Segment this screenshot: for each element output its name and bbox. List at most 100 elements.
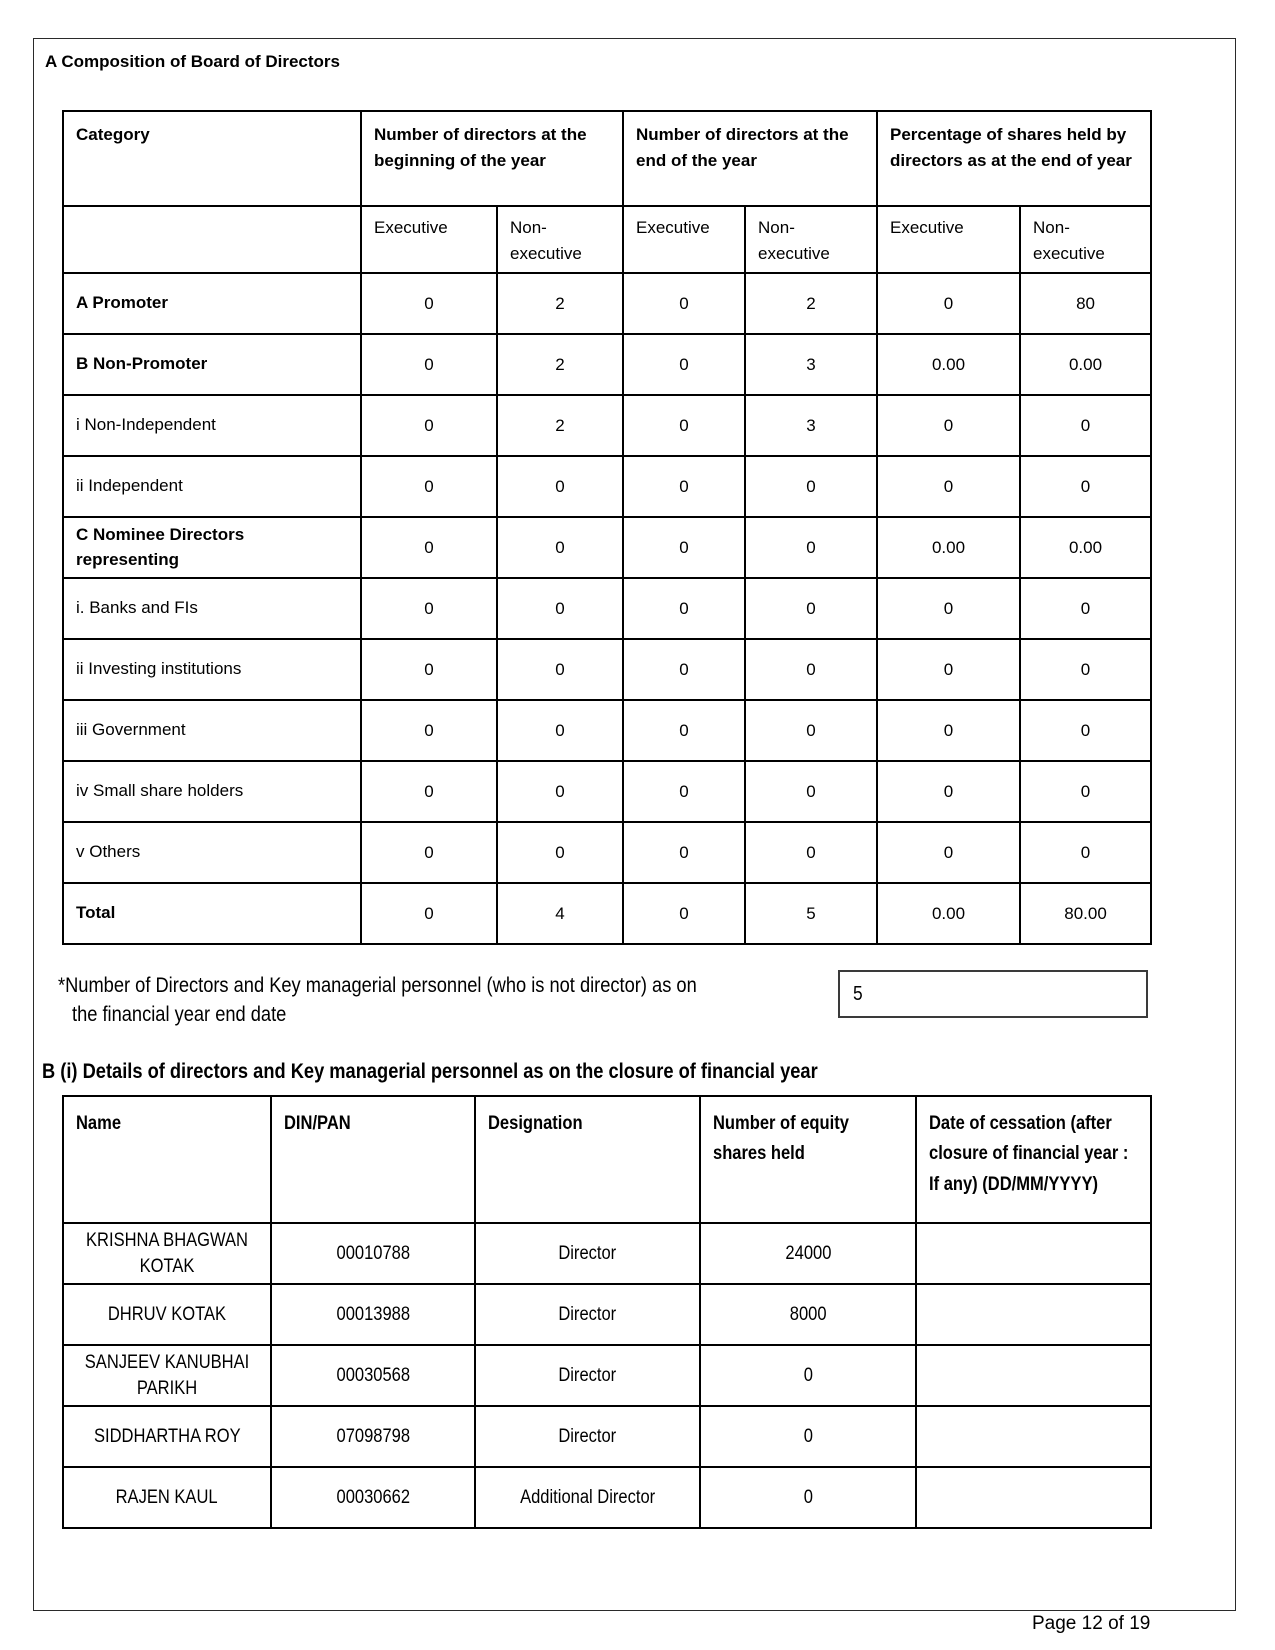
value-cell: 0: [1019, 394, 1153, 457]
section-b-title: B (i) Details of directors and Key manag…: [42, 1060, 934, 1084]
page-number: Page 12 of 19: [1032, 1613, 1151, 1634]
director-name-cell: KRISHNA BHAGWAN KOTAK: [62, 1222, 272, 1285]
executive-subheader: Executive: [622, 205, 747, 274]
value-cell: 0: [876, 272, 1022, 335]
value-cell: 0: [622, 272, 747, 335]
value-cell: 80.00: [1019, 882, 1153, 945]
value-cell: 0: [495, 455, 625, 518]
value-cell: 0: [1019, 455, 1153, 518]
value-cell: 0: [744, 821, 879, 884]
director-din-cell: 00030662: [270, 1466, 476, 1529]
director-name: KRISHNA BHAGWAN KOTAK: [86, 1229, 248, 1277]
value-cell: 0: [744, 516, 879, 579]
designation-header-label: Designation: [488, 1113, 583, 1134]
director-row: SANJEEV KANUBHAI PARIKH 00030568 Directo…: [62, 1344, 1152, 1407]
director-name-cell: SIDDHARTHA ROY: [62, 1405, 272, 1468]
category-label: i. Banks and FIs: [76, 598, 198, 618]
value-cell: 0: [744, 760, 879, 823]
director-din-cell: 07098798: [270, 1405, 476, 1468]
director-cessation-cell: [915, 1344, 1152, 1407]
category-label: i Non-Independent: [76, 415, 216, 435]
director-designation-cell: Director: [474, 1283, 701, 1346]
value-cell: 0: [622, 577, 747, 640]
value-cell: 0: [876, 394, 1022, 457]
kmp-note-line1: *Number of Directors and Key managerial …: [58, 974, 792, 998]
director-row: SIDDHARTHA ROY 07098798 Director 0: [62, 1405, 1152, 1468]
director-din-cell: 00010788: [270, 1222, 476, 1285]
value-cell: 80: [1019, 272, 1153, 335]
value-cell: 0: [744, 577, 879, 640]
director-din: 00010788: [336, 1242, 410, 1264]
value-cell: 0: [876, 455, 1022, 518]
value-cell: 0: [1019, 638, 1153, 701]
value-cell: 3: [744, 333, 879, 396]
value-cell: 0: [622, 455, 747, 518]
value-cell: 0: [1019, 760, 1153, 823]
category-cell: ii Independent: [62, 455, 362, 518]
value-cell: 0: [495, 699, 625, 762]
kmp-note-text: *Number of Directors and Key managerial …: [58, 974, 697, 997]
end-of-year-header: Number of directors at the end of the ye…: [622, 110, 879, 207]
director-name-cell: RAJEN KAUL: [62, 1466, 272, 1529]
header-group-row: Category Number of directors at the begi…: [62, 110, 1153, 207]
category-cell: iii Government: [62, 699, 362, 762]
value-cell: 2: [495, 333, 625, 396]
director-din: 00030662: [336, 1486, 410, 1508]
value-cell: 0: [876, 760, 1022, 823]
director-designation-cell: Director: [474, 1405, 701, 1468]
value-cell: 4: [495, 882, 625, 945]
category-label: v Others: [76, 842, 141, 862]
value-cell: 0: [360, 821, 498, 884]
director-cessation-cell: [915, 1405, 1152, 1468]
name-header: Name: [62, 1095, 272, 1224]
table-row-total: Total 0 4 0 5 0.00 80.00: [62, 882, 1153, 945]
category-cell: i Non-Independent: [62, 394, 362, 457]
percentage-shares-header: Percentage of shares held by directors a…: [876, 110, 1153, 207]
value-cell: 0: [1019, 699, 1153, 762]
value-cell: 0: [622, 394, 747, 457]
value-cell: 0: [744, 699, 879, 762]
value-cell: 0: [876, 577, 1022, 640]
category-label: ii Independent: [76, 476, 183, 496]
director-designation: Director: [558, 1364, 617, 1386]
category-cell: A Promoter: [62, 272, 362, 335]
table-row-non-promoter: B Non-Promoter 0 2 0 3 0.00 0.00: [62, 333, 1153, 396]
director-din: 07098798: [336, 1425, 410, 1447]
value-cell: 0: [360, 638, 498, 701]
category-cell: v Others: [62, 821, 362, 884]
director-din: 00013988: [336, 1303, 410, 1325]
value-cell: 0: [876, 638, 1022, 701]
director-cessation-cell: [915, 1466, 1152, 1529]
director-cessation-cell: [915, 1222, 1152, 1285]
value-cell: 0: [744, 638, 879, 701]
value-cell: 0: [876, 821, 1022, 884]
category-label: A Promoter: [76, 293, 168, 313]
table-row-others: v Others 0 0 0 0 0 0: [62, 821, 1153, 884]
table-row-nominee-directors: C Nominee Directors representing 0 0 0 0…: [62, 516, 1153, 579]
directors-header-row: Name DIN/PAN Designation Number of equit…: [62, 1095, 1152, 1224]
category-cell: iv Small share holders: [62, 760, 362, 823]
director-designation: Director: [558, 1425, 617, 1447]
table-row-non-independent: i Non-Independent 0 2 0 3 0 0: [62, 394, 1153, 457]
director-shares: 0: [803, 1364, 813, 1386]
director-row: KRISHNA BHAGWAN KOTAK 00010788 Director …: [62, 1222, 1152, 1285]
section-a-title: A Composition of Board of Directors: [45, 52, 340, 71]
value-cell: 0: [360, 272, 498, 335]
value-cell: 2: [495, 272, 625, 335]
value-cell: 0: [622, 638, 747, 701]
director-designation-cell: Additional Director: [474, 1466, 701, 1529]
value-cell: 0: [622, 333, 747, 396]
category-label: iii Government: [76, 720, 186, 740]
non-executive-label: Non-executive: [1033, 218, 1105, 263]
director-designation: Additional Director: [519, 1486, 656, 1508]
director-shares: 0: [803, 1425, 813, 1447]
table-row-banks-fis: i. Banks and FIs 0 0 0 0 0 0: [62, 577, 1153, 640]
category-label: ii Investing institutions: [76, 659, 242, 679]
composition-table: Category Number of directors at the begi…: [62, 110, 1153, 945]
non-executive-subheader: Non-executive: [1019, 205, 1153, 274]
value-cell: 0: [360, 516, 498, 579]
value-cell: 0.00: [876, 333, 1022, 396]
director-shares: 24000: [785, 1242, 831, 1264]
value-cell: 0: [495, 516, 625, 579]
